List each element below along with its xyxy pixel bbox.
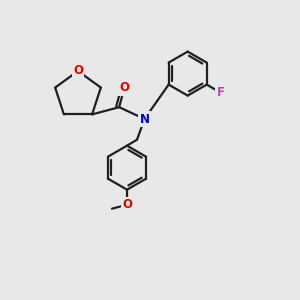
Text: O: O <box>119 81 129 94</box>
Text: O: O <box>73 64 83 77</box>
Text: F: F <box>217 86 225 99</box>
Text: O: O <box>122 198 132 211</box>
Text: N: N <box>140 112 149 125</box>
